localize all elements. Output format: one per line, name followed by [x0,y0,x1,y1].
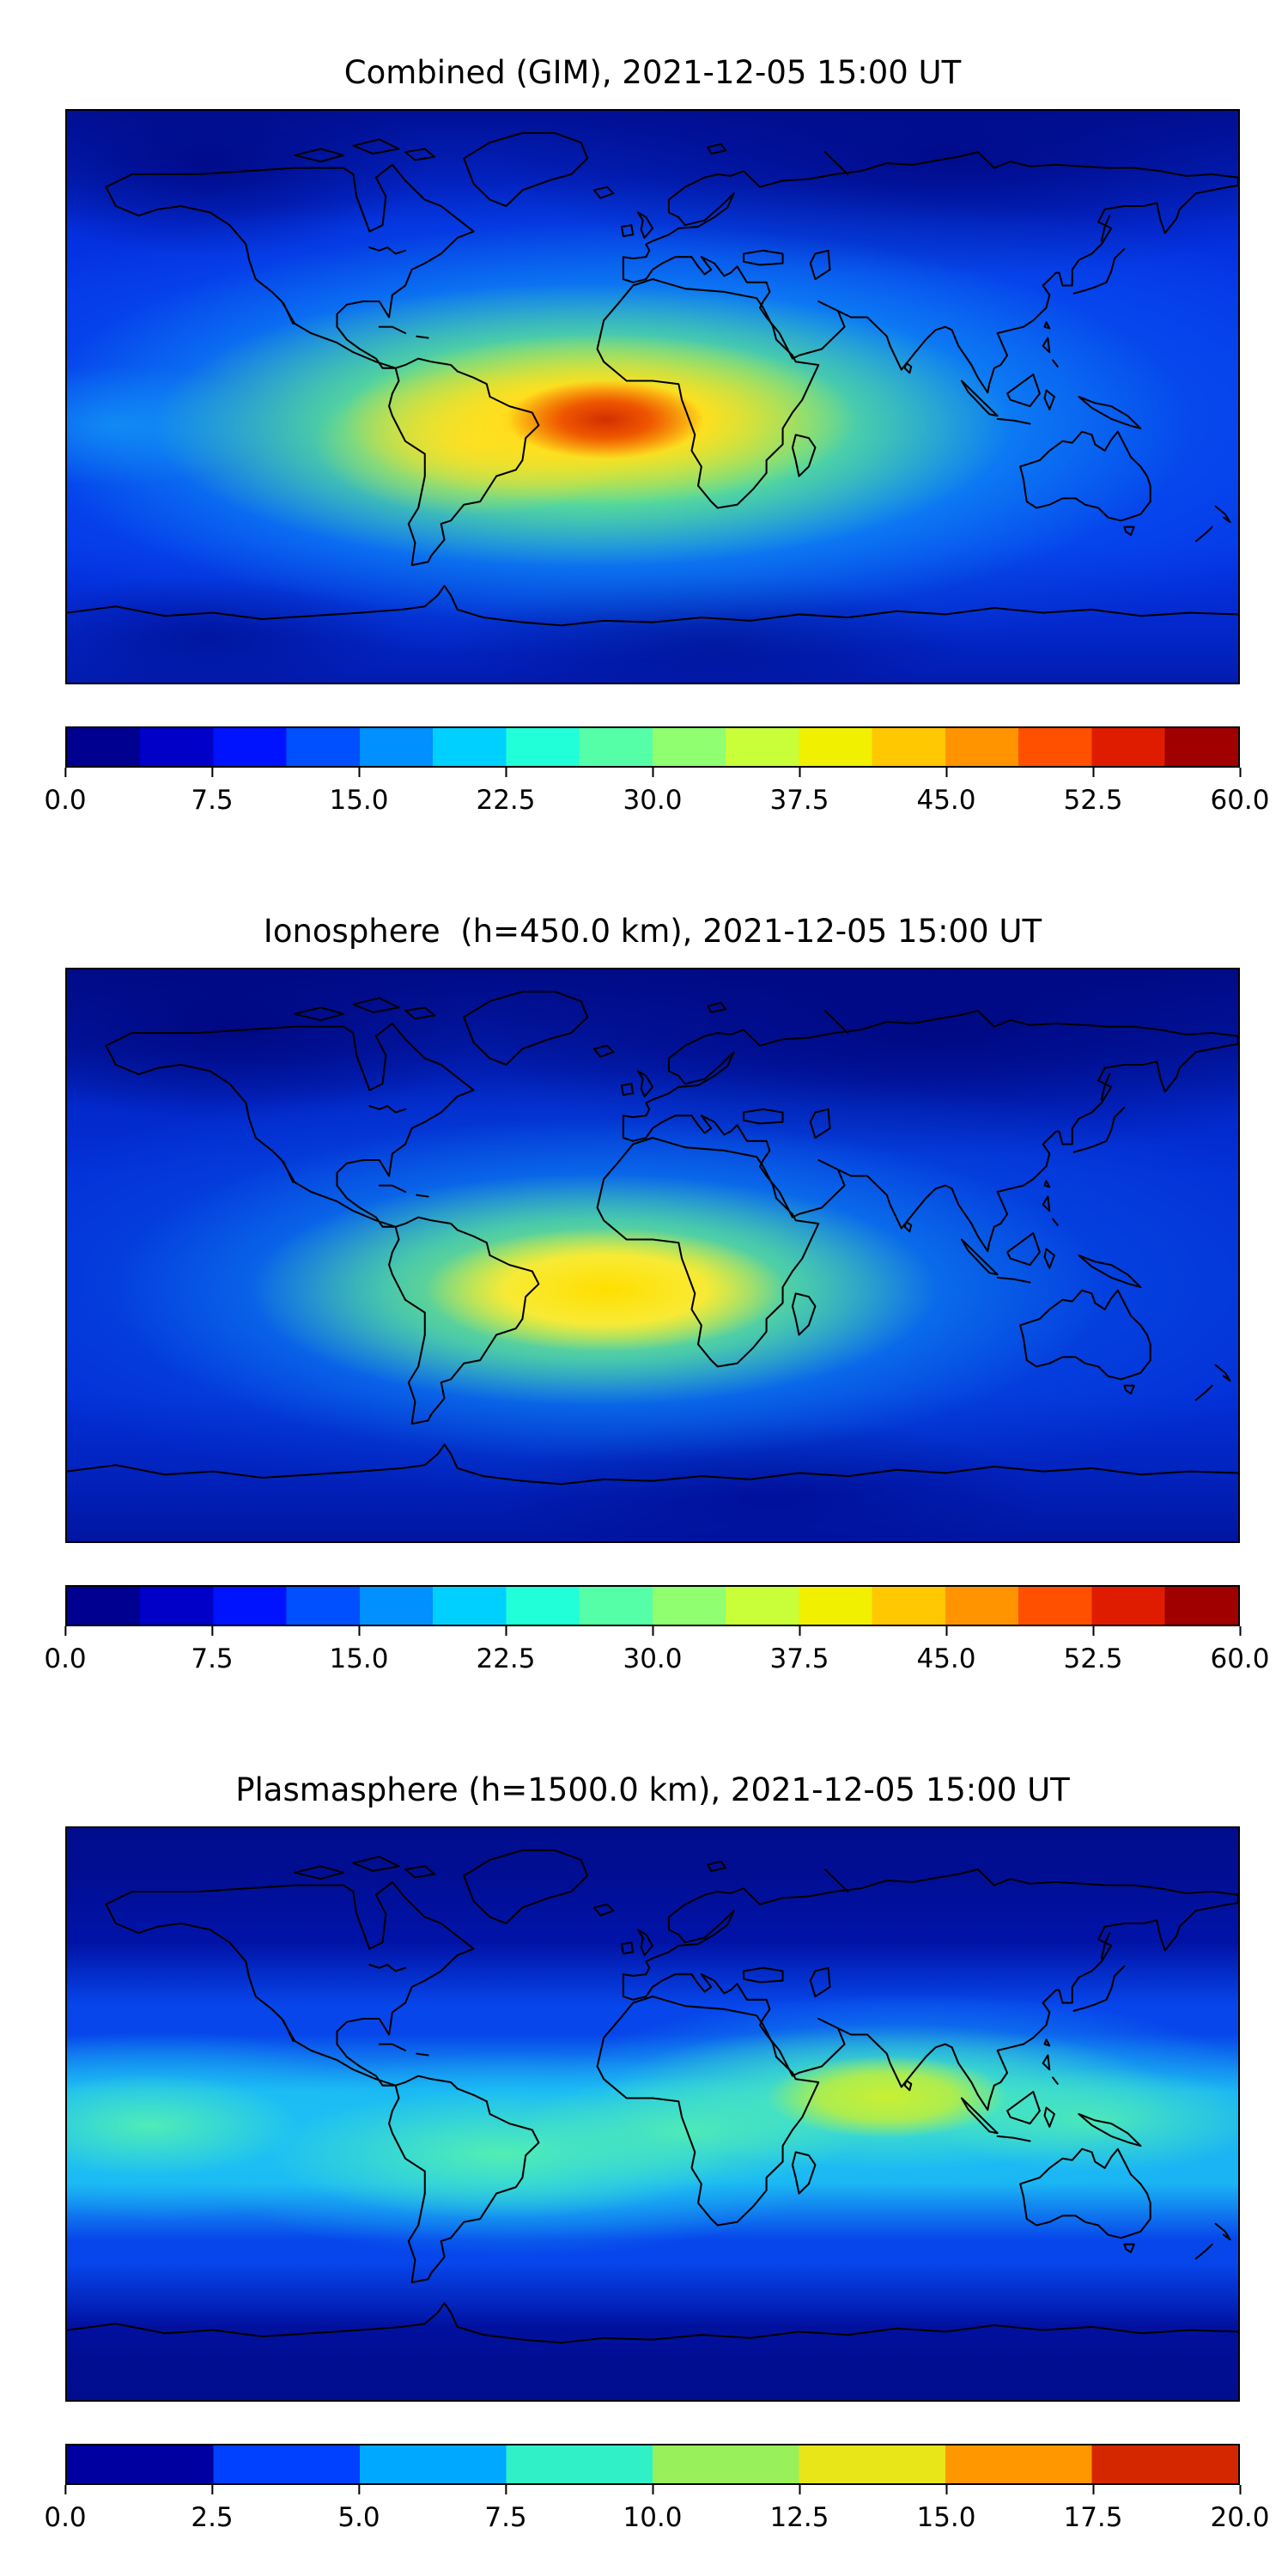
map-combined [65,109,1240,684]
tick-label: 7.5 [191,768,234,816]
tick-label: 52.5 [1063,768,1123,816]
tick-label: 0.0 [44,2485,87,2533]
tick-label: 2.5 [191,2485,234,2533]
tec-field [67,1828,1238,2400]
colorbar-ticks-plasmasphere: 0.0 2.5 5.0 7.5 10.0 12.5 15.0 17.5 20.0 [44,2485,1270,2535]
tick-label: 17.5 [1063,2485,1123,2533]
tick-label: 15.0 [916,2485,976,2533]
tick-label: 7.5 [484,2485,527,2533]
tick-label: 5.0 [337,2485,380,2533]
tick-label: 7.5 [191,1626,234,1674]
tick-label: 45.0 [916,768,976,816]
colorbar-ticks-ionosphere: 0.0 7.5 15.0 22.5 30.0 37.5 45.0 52.5 60… [44,1626,1270,1676]
tick-label: 0.0 [44,768,87,816]
tick-label: 0.0 [44,1626,87,1674]
colorbar-ionosphere [65,1585,1240,1626]
colorbar-ticks-combined: 0.0 7.5 15.0 22.5 30.0 37.5 45.0 52.5 60… [44,768,1270,817]
map-ionosphere [65,968,1240,1543]
tick-label: 22.5 [476,1626,536,1674]
tick-label: 37.5 [769,1626,829,1674]
world-coastlines [67,131,1238,627]
tick-label: 60.0 [1210,768,1270,816]
map-plasmasphere [65,1826,1240,2402]
panel-combined: Combined (GIM), 2021-12-05 15:00 UT [0,0,1288,859]
tec-field [67,111,1238,683]
panel-title: Plasmasphere (h=1500.0 km), 2021-12-05 1… [235,1771,1070,1808]
panel-plasmasphere: Plasmasphere (h=1500.0 km), 2021-12-05 1… [0,1717,1288,2576]
tick-label: 45.0 [916,1626,976,1674]
tick-label: 15.0 [329,768,389,816]
tick-label: 15.0 [329,1626,389,1674]
panel-title: Combined (GIM), 2021-12-05 15:00 UT [343,54,962,91]
tec-field [67,969,1238,1541]
tick-label: 37.5 [769,768,829,816]
tick-label: 20.0 [1210,2485,1270,2533]
tick-label: 30.0 [623,768,683,816]
panel-ionosphere: Ionosphere (h=450.0 km), 2021-12-05 15:0… [0,859,1288,1717]
tick-label: 22.5 [476,768,536,816]
panel-title: Ionosphere (h=450.0 km), 2021-12-05 15:0… [263,913,1042,950]
colorbar-combined [65,726,1240,768]
colorbar-plasmasphere [65,2444,1240,2485]
tick-label: 12.5 [769,2485,829,2533]
world-coastlines [67,1849,1238,2344]
tick-label: 60.0 [1210,1626,1270,1674]
tick-label: 30.0 [623,1626,683,1674]
tick-label: 10.0 [623,2485,683,2533]
world-coastlines [67,990,1238,1485]
tick-label: 52.5 [1063,1626,1123,1674]
